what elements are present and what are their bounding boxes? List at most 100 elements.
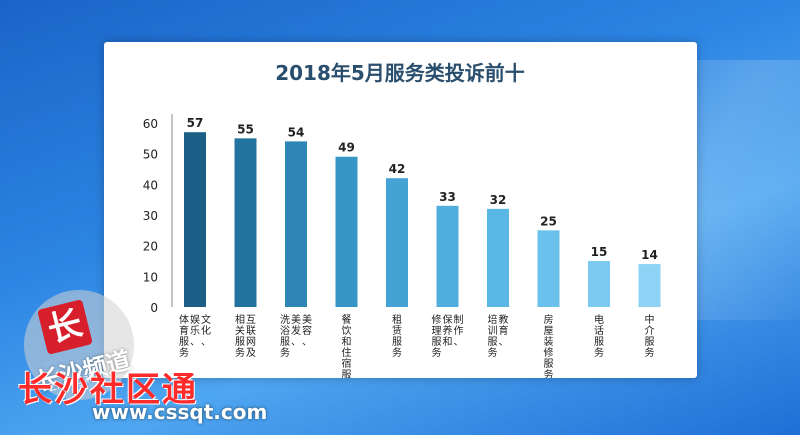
category-labels: 文化、娱乐、体育服务互联网及相关服务美容、美发、洗浴服务餐饮和住宿服务租赁服务制… <box>179 313 655 378</box>
category-char: 体 <box>179 314 189 326</box>
category-char: 乐 <box>190 325 200 337</box>
category-char: 赁 <box>392 324 402 337</box>
category-char: 务 <box>432 346 442 359</box>
category-char: 美 <box>291 313 301 326</box>
bar <box>436 205 459 307</box>
category-char: 发 <box>291 324 301 337</box>
category-char: 屋 <box>544 325 554 337</box>
bar <box>335 156 358 307</box>
y-tick-label: 30 <box>143 209 158 223</box>
y-tick-label: 60 <box>143 117 158 131</box>
category-char: 洗 <box>280 314 290 326</box>
watermark-site-url: www.cssqt.com <box>92 400 268 424</box>
y-tick-label: 0 <box>150 301 158 315</box>
category-char: 、 <box>291 337 301 348</box>
category-char: 话 <box>594 325 604 337</box>
category-char: 容 <box>302 324 312 337</box>
bars <box>184 132 661 307</box>
category-char: 餐 <box>342 313 352 326</box>
category-char: 化 <box>201 324 211 337</box>
y-tick-label: 10 <box>143 270 158 284</box>
bar-value-label: 33 <box>439 190 456 204</box>
category-char: 服 <box>544 358 554 370</box>
category-char: 装 <box>544 335 554 348</box>
category-char: 和 <box>342 336 352 348</box>
category-char: 浴 <box>280 325 290 337</box>
channel-logo: 长 长沙频道 Zhengzhou <box>8 270 168 430</box>
category-char: 理 <box>432 325 442 337</box>
category-char: 美 <box>302 313 312 326</box>
category-char: 务 <box>235 346 245 359</box>
bar <box>386 178 408 307</box>
y-tick-label: 20 <box>143 240 158 254</box>
watermark-site-name: 长沙社区通 <box>18 370 198 410</box>
category-char: 修 <box>544 346 554 359</box>
category-char: 服 <box>645 336 655 348</box>
bar-value-label: 15 <box>591 245 608 259</box>
bar-value-label: 14 <box>641 248 658 262</box>
bar-value-label: 57 <box>187 116 204 130</box>
category-char: 互 <box>246 314 256 326</box>
category-char: 、 <box>499 337 509 348</box>
bar <box>234 138 257 307</box>
category-char: 服 <box>235 336 245 348</box>
bar-value-label: 42 <box>389 162 406 176</box>
bar-value-label: 49 <box>338 141 355 155</box>
bar-value-label: 55 <box>237 122 254 136</box>
category-char: 关 <box>235 324 245 337</box>
category-char: 及 <box>246 347 256 359</box>
category-char: 务 <box>544 368 554 378</box>
category-char: 培 <box>488 313 498 326</box>
category-char: 训 <box>488 325 498 337</box>
category-char: 育 <box>179 324 189 337</box>
category-char: 、 <box>201 337 211 348</box>
category-char: 服 <box>179 336 189 348</box>
bar <box>638 264 661 307</box>
category-char: 和 <box>443 336 453 348</box>
bar-value-label: 32 <box>490 193 507 207</box>
category-label: 餐饮和住宿服务 <box>342 313 352 378</box>
category-char: 联 <box>246 325 256 337</box>
bar <box>487 208 509 307</box>
category-char: 、 <box>454 337 464 348</box>
chart-panel: 2018年5月服务类投诉前十 60 50 40 30 20 10 0 57 55 54 49 42 3… <box>104 42 697 378</box>
chart-title: 2018年5月服务类投诉前十 <box>275 61 525 85</box>
category-char: 服 <box>280 336 290 348</box>
bar <box>184 132 206 307</box>
category-char: 服 <box>594 336 604 348</box>
category-char: 务 <box>179 346 189 359</box>
category-char: 服 <box>392 336 402 348</box>
category-char: 服 <box>432 336 442 348</box>
category-char: 务 <box>594 346 604 359</box>
category-char: 保 <box>443 313 453 326</box>
category-char: 娱 <box>190 313 200 326</box>
category-char: 网 <box>246 336 256 348</box>
category-char: 、 <box>302 337 312 348</box>
category-char: 育 <box>499 324 509 337</box>
bar <box>285 141 307 307</box>
category-char: 相 <box>235 313 245 326</box>
category-char: 教 <box>499 313 509 326</box>
category-char: 务 <box>488 346 498 359</box>
category-char: 文 <box>201 313 211 326</box>
category-char: 务 <box>392 346 402 359</box>
category-char: 介 <box>645 325 655 337</box>
category-char: 务 <box>280 346 290 359</box>
bar-value-label: 54 <box>288 125 305 139</box>
category-char: 作 <box>454 325 464 337</box>
category-char: 服 <box>488 336 498 348</box>
category-char: 住 <box>342 346 352 359</box>
category-char: 租 <box>392 313 402 326</box>
category-char: 修 <box>432 313 442 326</box>
category-char: 制 <box>454 313 464 326</box>
y-tick-label: 50 <box>143 148 158 162</box>
